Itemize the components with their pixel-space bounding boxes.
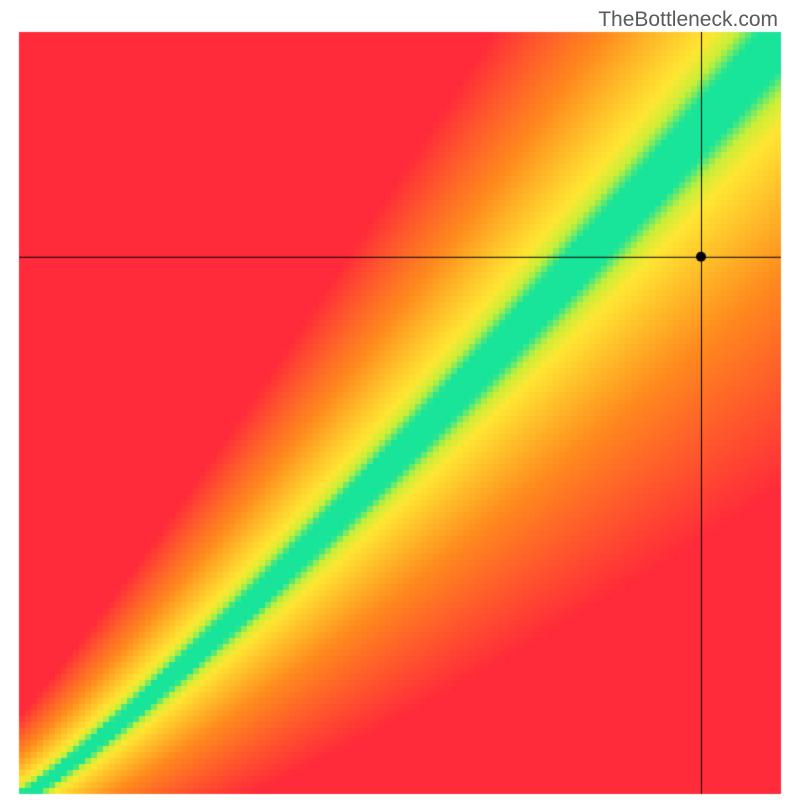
- chart-container: TheBottleneck.com: [0, 0, 800, 800]
- bottleneck-heatmap: [0, 0, 800, 800]
- watermark-label: TheBottleneck.com: [598, 8, 778, 32]
